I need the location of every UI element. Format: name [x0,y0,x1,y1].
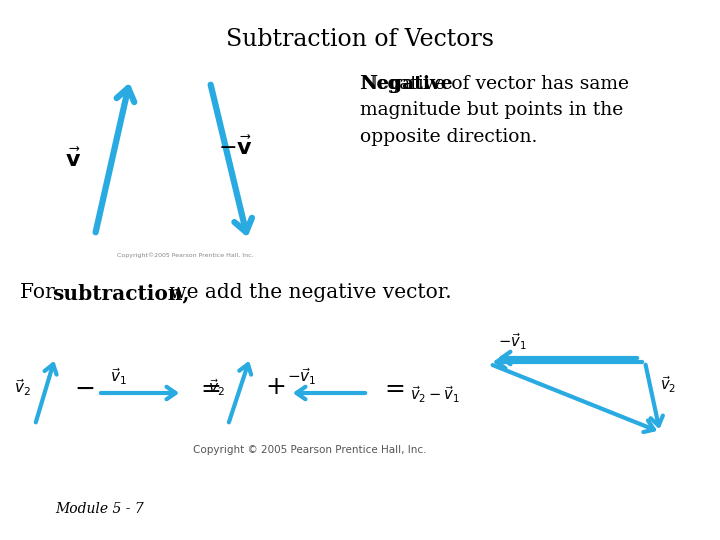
Text: $\vec{v}_1$: $\vec{v}_1$ [109,367,127,387]
Text: $-$: $-$ [74,376,94,400]
Text: $-\vec{v}_1$: $-\vec{v}_1$ [498,331,526,352]
Text: $=$: $=$ [380,376,405,400]
Text: subtraction,: subtraction, [52,283,189,303]
Text: $\vec{v}_2$: $\vec{v}_2$ [660,374,676,395]
Text: Copyright©2005 Pearson Prentice Hall, Inc.: Copyright©2005 Pearson Prentice Hall, In… [117,252,253,258]
Text: Copyright © 2005 Pearson Prentice Hall, Inc.: Copyright © 2005 Pearson Prentice Hall, … [193,445,427,455]
Text: For: For [20,283,61,302]
Text: $\vec{v}_2$: $\vec{v}_2$ [208,377,225,399]
Text: we add the negative vector.: we add the negative vector. [163,283,451,302]
Text: $=$: $=$ [196,376,221,400]
Text: $-\vec{v}_1$: $-\vec{v}_1$ [287,367,317,387]
Text: $-\vec{\mathbf{v}}$: $-\vec{\mathbf{v}}$ [218,137,253,160]
Text: Negative of vector has same
magnitude but points in the
opposite direction.: Negative of vector has same magnitude bu… [360,75,629,146]
Text: Subtraction of Vectors: Subtraction of Vectors [226,28,494,51]
Text: Negative: Negative [360,75,453,93]
Text: Module 5 - 7: Module 5 - 7 [55,502,144,516]
Text: $\vec{v}_2-\vec{v}_1$: $\vec{v}_2-\vec{v}_1$ [410,384,460,404]
Text: $\vec{v}_2$: $\vec{v}_2$ [14,377,31,399]
Text: $\vec{\mathbf{v}}$: $\vec{\mathbf{v}}$ [65,148,81,172]
Text: $+$: $+$ [265,376,285,400]
